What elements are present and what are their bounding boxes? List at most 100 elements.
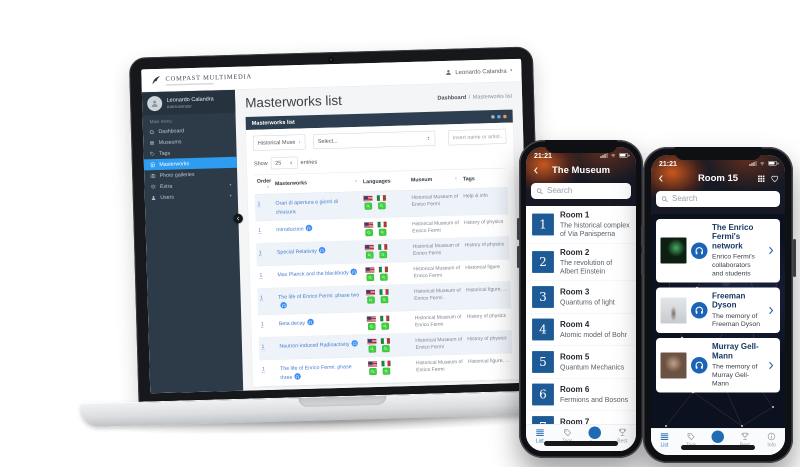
col-header-masterworks[interactable]: Masterworks [272,172,361,195]
list-item[interactable]: 2 Room 2 The revolution of Albert Einste… [526,244,636,282]
masterwork-link[interactable]: The life of Enrico Fermi: phase three [280,363,352,381]
tags-cell: History of physics [461,213,510,238]
sidebar-item-users[interactable]: Users ▾ [145,190,238,204]
page-size-select[interactable]: 25 [270,156,298,170]
order-link[interactable]: 1 [261,343,265,351]
language-preview-button[interactable] [365,251,374,259]
panel-dot-gray[interactable] [491,114,495,119]
tab-list[interactable]: List [651,432,678,448]
masterwork-link[interactable]: Special Relativity [276,248,317,256]
col-header-order[interactable]: Order [254,174,273,195]
document-icon [150,162,156,168]
language-preview-button[interactable] [365,229,373,237]
list-item[interactable]: 3 Room 3 Quantums of light [526,281,636,314]
order-link[interactable]: 1 [257,200,261,208]
list-item[interactable]: 6 Room 6 Fermions and Bosons [526,379,636,412]
order-link[interactable]: 1 [258,227,262,234]
language-preview-button[interactable] [377,202,386,210]
masterwork-link[interactable]: Neutron-induced Radioactivity [279,341,350,350]
language-preview-button[interactable] [366,296,375,304]
list-item[interactable]: Freeman Dyson The memory of Freeman Dyso… [656,287,780,334]
sidebar-user-panel: Leonardo Calandra Administrator [141,89,236,116]
room-name: Room 5 [560,352,590,362]
room-app: 21:21 Room 15 [651,155,785,455]
language-preview-button[interactable] [367,322,376,331]
language-preview-button[interactable] [364,202,372,210]
room-subtitle: Quantum Mechanics [560,362,625,371]
language-preview-button[interactable] [368,345,376,353]
flag-it-icon [378,266,388,273]
search-bar[interactable] [656,191,780,207]
order-link[interactable]: 1 [258,249,262,257]
tags-filter-select[interactable]: Select... [313,130,436,150]
flag-it-icon [380,315,390,322]
breadcrumb-dashboard[interactable]: Dashboard [437,94,467,101]
tab-info[interactable]: Info [758,432,785,448]
order-link[interactable]: 1 [262,366,266,373]
col-header-tags[interactable]: Tags [460,168,508,189]
language-preview-button[interactable] [378,228,387,236]
language-preview-button[interactable] [381,322,389,330]
laptop-screen: Compast Multimedia Leonardo Calandra ▾ [128,46,543,406]
panel-dot-blue[interactable] [497,114,501,119]
user-name: Leonardo Calandra [455,66,507,76]
back-button[interactable] [657,175,665,183]
language-preview-button[interactable] [379,251,387,259]
language-preview-button[interactable] [382,367,391,375]
language-preview-button[interactable] [366,274,374,282]
headphones-icon [691,302,708,319]
room-name: Room 7 [560,417,590,427]
phone-notch [674,147,762,160]
masterwork-link[interactable]: The life of Enrico Fermi: phase two [278,291,360,301]
language-preview-button[interactable] [381,345,390,353]
order-link[interactable]: 1 [260,321,264,328]
filters-row: Historical Museum of Enr Select... [253,128,507,151]
sidebar-item-label: Photo galleries [159,171,195,179]
search-bar[interactable] [531,183,631,199]
masterwork-link[interactable]: Orari di apertura e giorni di chiusura [275,198,339,216]
brand-logo[interactable]: Compast Multimedia [150,72,252,86]
search-input[interactable] [547,186,626,196]
battery-icon [768,161,779,166]
order-link[interactable]: 1 [259,272,263,279]
col-header-museum[interactable]: Museum [408,169,461,191]
col-header-languages[interactable]: Languages [360,170,409,192]
order-link[interactable]: 1 [260,294,264,302]
language-preview-button[interactable] [379,273,388,281]
favorites-heart-button[interactable] [771,174,780,183]
tab-best[interactable]: Best [609,428,637,444]
item-thumbnail [660,237,687,264]
admin-sidebar: Leonardo Calandra Administrator Main men… [141,89,244,394]
show-label: Show [253,160,268,167]
tab-list[interactable]: List [526,428,554,444]
search-input[interactable] [672,194,775,204]
list-item[interactable]: 4 Room 4 Atomic model of Bohr [526,314,636,347]
status-time: 21:21 [659,159,677,168]
tag-icon [149,151,155,157]
chevron-left-icon [236,216,241,221]
language-preview-button[interactable] [380,296,389,304]
masterwork-link[interactable]: Introduction [276,225,304,233]
museum-filter-select[interactable]: Historical Museum of Enr [253,134,306,151]
masterwork-link[interactable]: Beta decay [278,319,306,327]
room-name: Room 2 [560,248,590,258]
chevron-right-icon [767,306,776,315]
tag-icon [686,432,696,441]
user-menu[interactable]: Leonardo Calandra ▾ [445,67,513,76]
search-input[interactable] [448,128,507,146]
back-button[interactable] [532,167,540,175]
list-item[interactable]: 1 Room 1 The historical complex of Via P… [526,206,636,244]
bank-icon [149,140,155,146]
chevron-right-icon [767,246,776,255]
search-icon [661,195,669,203]
list-item[interactable]: Murray Gell-Mann The memory of Murray Ge… [656,338,780,393]
list-item[interactable]: The Enrico Fermi's network Enrico Fermi'… [656,219,780,283]
language-preview-button[interactable] [368,367,377,376]
flag-it-icon [378,244,388,250]
tags-filter-value: Select... [317,137,338,145]
masterwork-link[interactable]: Max Planck and the blackbody [277,269,349,278]
list-item[interactable]: 5 Room 5 Quantum Mechanics [526,346,636,379]
avatar [146,95,163,112]
panel-dot-orange[interactable] [503,114,507,119]
grid-view-button[interactable] [757,174,766,183]
